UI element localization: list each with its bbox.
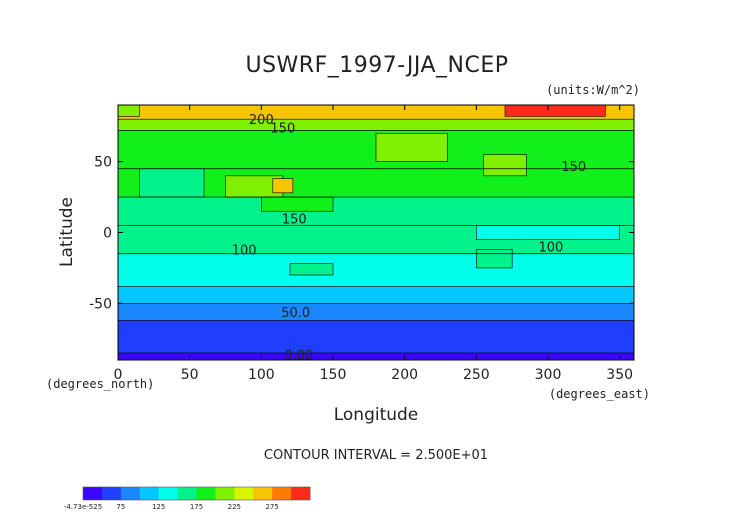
contour-label: 200 [249, 113, 274, 128]
contour-label: 0.00 [284, 348, 313, 363]
contour-interval-label: CONTOUR INTERVAL = 2.500E+01 [264, 448, 488, 463]
y-tick-label: 0 [103, 226, 112, 242]
x-tick-label: 200 [391, 367, 418, 383]
colorbar-swatch [177, 487, 197, 500]
colorbar-tick-label: 175 [190, 503, 203, 511]
latitude-band [118, 197, 634, 226]
contour-patch [272, 178, 294, 194]
contour-patch [476, 249, 513, 269]
colorbar-swatch [83, 487, 103, 500]
units-label: (units:W/m^2) [546, 83, 640, 97]
colorbar-swatch [215, 487, 235, 500]
contour-label: 150 [561, 160, 586, 175]
y-tick-label: -50 [89, 296, 112, 312]
colorbar-swatch [253, 487, 273, 500]
x-ticks: 0 50 100 150 200 250 300 350 [114, 105, 633, 383]
x-tick-label: 300 [535, 367, 562, 383]
colorbar-swatch [196, 487, 216, 500]
contour-patch [261, 196, 334, 212]
contour-patch [483, 154, 527, 177]
x-tick-label: 50 [181, 367, 199, 383]
x-tick-label: 150 [320, 367, 347, 383]
latitude-band [118, 320, 634, 353]
colorbar-swatch [158, 487, 178, 500]
latitude-band [118, 303, 634, 321]
x-tick-label: 0 [114, 367, 123, 383]
colorbar: -4.73e-525 75 125 175 225 275 [64, 486, 311, 511]
contour-label: 150 [270, 122, 295, 137]
contour-patch [504, 104, 606, 117]
y-ticks: -50 0 50 [89, 155, 634, 312]
colorbar-swatch [101, 487, 122, 500]
colorbar-swatch [120, 487, 141, 500]
colorbar-swatch [272, 487, 292, 500]
contour-label: 100 [232, 244, 257, 259]
colorbar-swatch [139, 487, 159, 500]
contour-label: 150 [282, 212, 307, 227]
latitude-band [118, 352, 634, 360]
colorbar-swatch [234, 487, 254, 500]
contour-patch [139, 168, 205, 198]
contour-patch [375, 133, 448, 162]
contour-label: 100 [538, 241, 563, 256]
colorbar-tick-label: -4.73e-525 [64, 503, 102, 511]
colorbar-swatch [291, 487, 311, 500]
x-tick-label: 350 [606, 367, 633, 383]
contour-patch [476, 225, 620, 240]
x-unit-label: (degrees_east) [549, 387, 650, 401]
colorbar-tick-label: 125 [152, 503, 165, 511]
colorbar-tick-label: 75 [116, 503, 125, 511]
contour-patch [117, 104, 140, 117]
contour-patch [289, 263, 334, 276]
colorbar-tick-label: 225 [228, 503, 241, 511]
y-axis-label: Latitude [57, 197, 77, 267]
latitude-band [118, 286, 634, 304]
latitude-band [118, 253, 634, 287]
x-tick-label: 100 [248, 367, 275, 383]
contour-label: 50.0 [281, 306, 310, 321]
chart-title: USWRF_1997-JJA_NCEP [245, 53, 508, 78]
colorbar-frame [82, 486, 311, 501]
x-axis-label: Longitude [334, 405, 419, 425]
colorbar-tick-label: 275 [265, 503, 278, 511]
x-tick-label: 250 [463, 367, 490, 383]
y-tick-label: 50 [94, 155, 112, 171]
latitude-band [118, 119, 634, 131]
y-unit-label: (degrees_north) [46, 377, 154, 391]
